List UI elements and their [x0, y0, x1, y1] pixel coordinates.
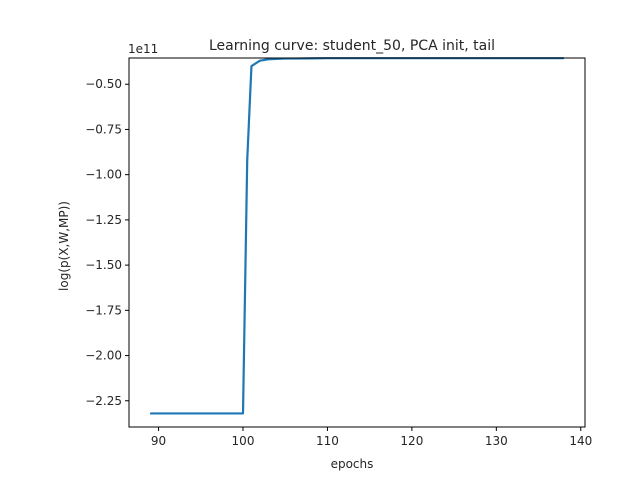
y-offset-label: 1e11	[128, 42, 158, 56]
y-tick-label: −1.25	[85, 213, 122, 227]
x-tick-label: 90	[151, 434, 166, 448]
chart-title: Learning curve: student_50, PCA init, ta…	[209, 38, 495, 54]
y-tick-label: −0.75	[85, 122, 122, 136]
y-axis-label: log(p(X,W,MP))	[57, 201, 71, 291]
x-tick-label: 140	[569, 434, 592, 448]
x-tick-label: 100	[232, 434, 255, 448]
y-tick-label: −1.50	[85, 258, 122, 272]
y-tick-label: −1.00	[85, 168, 122, 182]
axes-frame	[128, 57, 586, 428]
x-tick-label: 130	[485, 434, 508, 448]
y-tick-label: −0.50	[85, 77, 122, 91]
y-tick-label: −2.25	[85, 394, 122, 408]
y-tick-label: −1.75	[85, 303, 122, 317]
plot-area	[128, 57, 586, 428]
axis-ticks: 90 100 110 120 130 140 −2.25 −2.00 −1.75 −1.50 −1.…	[85, 77, 592, 448]
y-tick-label: −2.00	[85, 349, 122, 363]
x-axis-label: epochs	[331, 457, 374, 471]
x-tick-label: 110	[316, 434, 339, 448]
x-tick-label: 120	[400, 434, 423, 448]
